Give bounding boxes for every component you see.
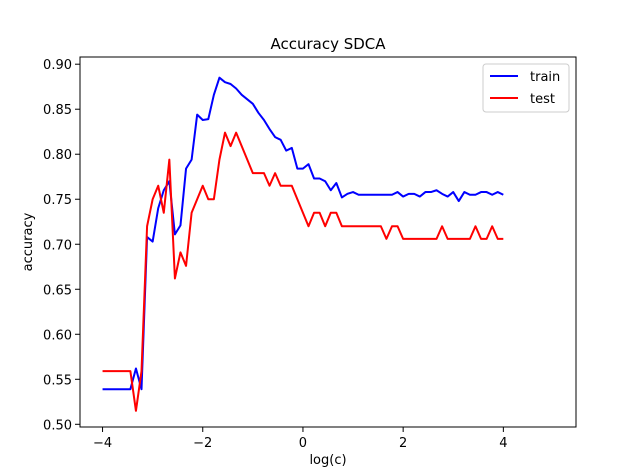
y-tick-label: 0.80: [43, 148, 72, 163]
y-axis: 0.50 0.55 0.60 0.65 0.70 0.75 0.80 0.85 0.90: [43, 58, 80, 433]
x-axis-label: log(c): [309, 453, 346, 468]
legend-label-test: test: [530, 92, 555, 107]
plot-frame: [79, 56, 577, 428]
y-tick-label: 0.85: [43, 103, 72, 118]
x-tick-label: 0: [299, 436, 307, 451]
chart-title: Accuracy SDCA: [270, 35, 386, 53]
y-tick-label: 0.60: [43, 328, 72, 343]
series-layer: [102, 76, 504, 412]
x-tick-label: 4: [499, 436, 507, 451]
series-line-train: [102, 76, 504, 391]
x-axis: −4 −2 0 2 4: [93, 427, 507, 451]
legend-label-train: train: [530, 70, 560, 85]
series-line-test: [102, 131, 504, 412]
y-tick-label: 0.50: [43, 418, 72, 433]
y-axis-label: accuracy: [21, 212, 36, 271]
y-tick-label: 0.65: [43, 283, 72, 298]
y-tick-label: 0.55: [43, 373, 72, 388]
x-tick-label: 2: [399, 436, 407, 451]
x-tick-label: −4: [93, 436, 112, 451]
x-tick-label: −2: [193, 436, 212, 451]
legend: train test: [482, 63, 570, 113]
y-tick-label: 0.70: [43, 238, 72, 253]
y-tick-label: 0.75: [43, 193, 72, 208]
y-tick-label: 0.90: [43, 58, 72, 73]
